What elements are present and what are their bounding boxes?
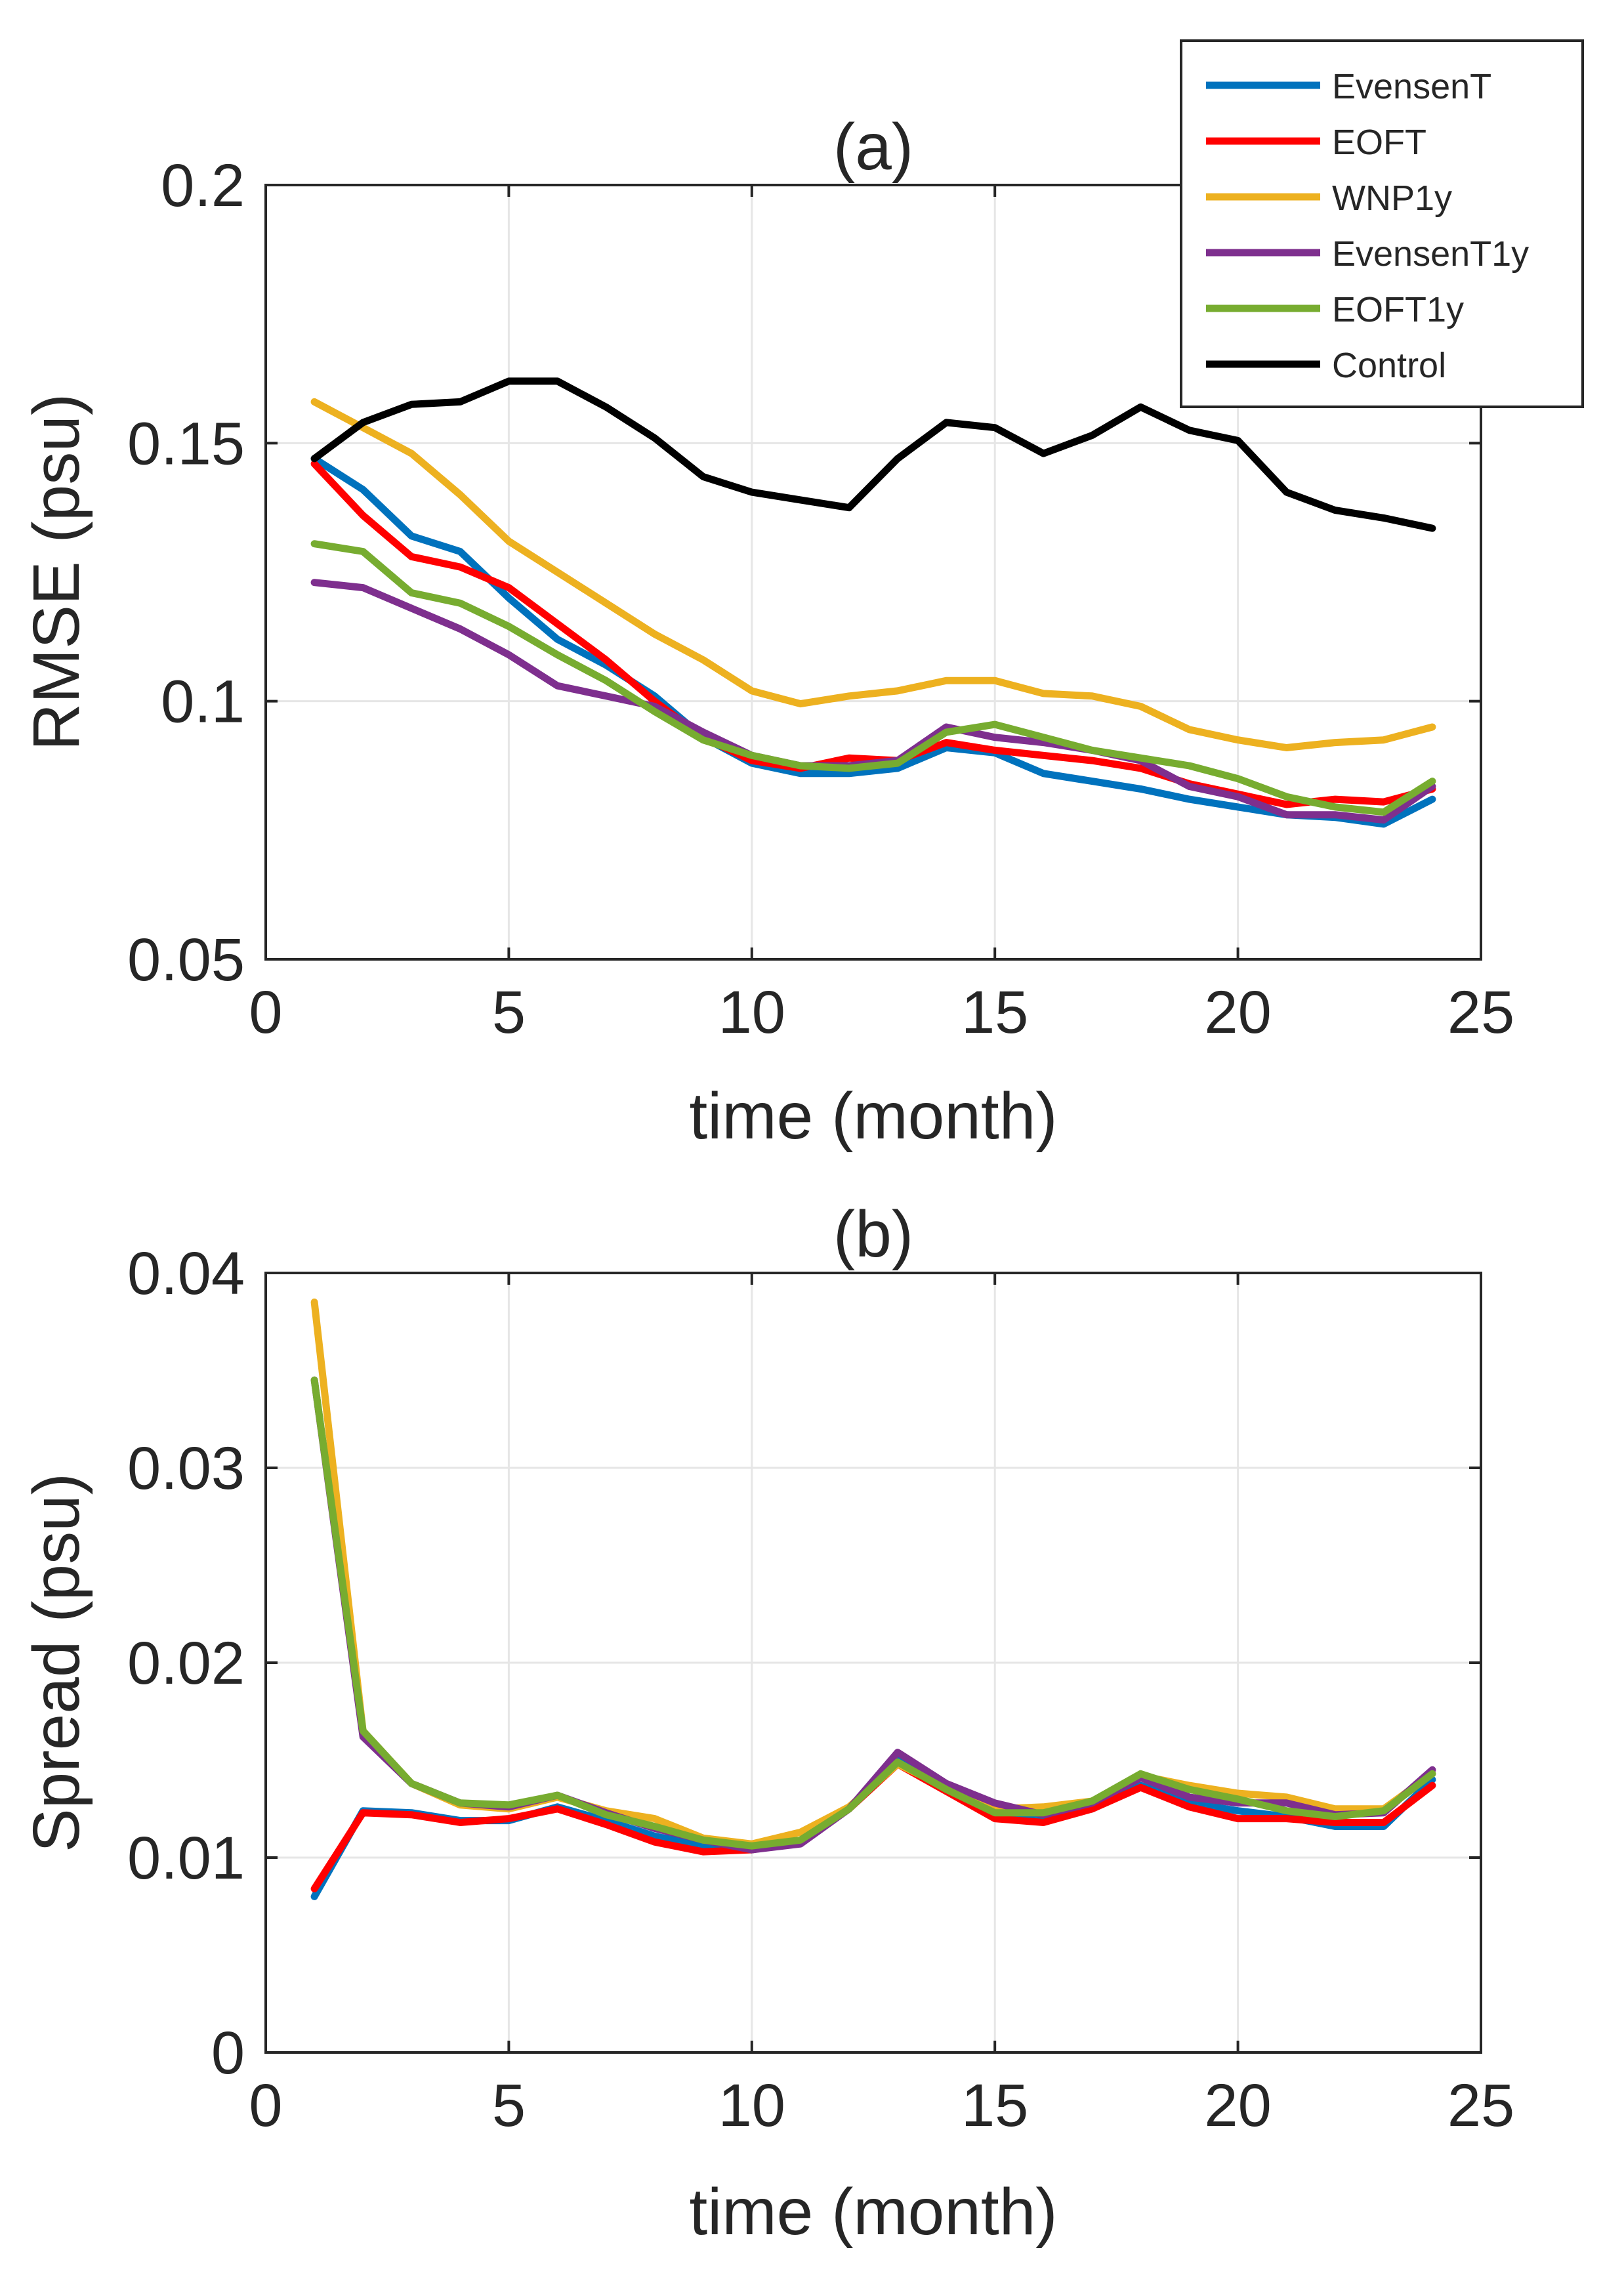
legend-frame	[1180, 39, 1584, 408]
legend-label-eoft: EOFT	[1332, 123, 1426, 162]
series-line-eoft1y	[310, 1376, 1436, 1850]
series-line-wnp1y	[310, 398, 1436, 751]
x-axis-label: time (month)	[689, 1079, 1057, 1153]
chart-title: (a)	[833, 110, 913, 184]
series-line-evensent	[310, 455, 1436, 828]
y-axis-label: RMSE (psu)	[20, 394, 93, 751]
rmse-panel: 0 5 10 15 20 25 0.05 0.1 0.15 0.2 (a) time (month) R…	[20, 110, 1514, 1153]
y-axis-label: Spread (psu)	[20, 1473, 93, 1852]
spread-panel: 0 5 10 15 20 25 0 0.01 0.02 0.03 0.04 (b) time (mont…	[20, 1197, 1514, 2249]
legend-label-evensent: EvensenT	[1332, 67, 1491, 106]
y-tick-label: 0	[211, 2020, 245, 2087]
chart-title: (b)	[833, 1197, 913, 1271]
x-tick-label: 25	[1447, 2072, 1514, 2139]
series-line-wnp1y	[310, 1299, 1436, 1848]
series-line-evensent1y	[310, 1376, 1436, 1854]
legend-label-control: Control	[1332, 346, 1446, 385]
legend-label-evensent1y: EvensenT1y	[1332, 234, 1529, 274]
x-tick-label: 10	[718, 979, 785, 1046]
x-tick-label: 20	[1204, 2072, 1271, 2139]
plot-area-frame	[264, 184, 1482, 961]
x-tick-label: 25	[1447, 979, 1514, 1046]
x-tick-label: 10	[718, 2072, 785, 2139]
x-tick-label: 15	[961, 979, 1028, 1046]
y-tick-label: 0.01	[127, 1825, 245, 1892]
legend-label-eoft1y: EOFT1y	[1332, 290, 1464, 329]
series-line-eoft1y	[310, 540, 1436, 816]
y-tick-label: 0.03	[127, 1435, 245, 1502]
x-tick-label: 0	[249, 2072, 282, 2139]
x-axis-label: time (month)	[689, 2175, 1057, 2249]
y-tick-label: 0.2	[161, 152, 245, 219]
y-tick-label: 0.1	[161, 669, 245, 736]
y-tick-label: 0.15	[127, 410, 245, 477]
y-tick-label: 0.04	[127, 1240, 245, 1307]
x-tick-label: 0	[249, 979, 282, 1046]
legend: EvensenT EOFT WNP1y EvensenT1y EOFT1y Control	[1180, 39, 1584, 408]
x-tick-label: 15	[961, 2072, 1028, 2139]
x-tick-label: 5	[492, 2072, 526, 2139]
y-tick-label: 0.05	[127, 926, 245, 993]
series-line-control	[310, 377, 1436, 532]
y-tick-label: 0.02	[127, 1630, 245, 1697]
legend-label-wnp1y: WNP1y	[1332, 178, 1452, 218]
x-tick-label: 20	[1204, 979, 1271, 1046]
x-tick-label: 5	[492, 979, 526, 1046]
